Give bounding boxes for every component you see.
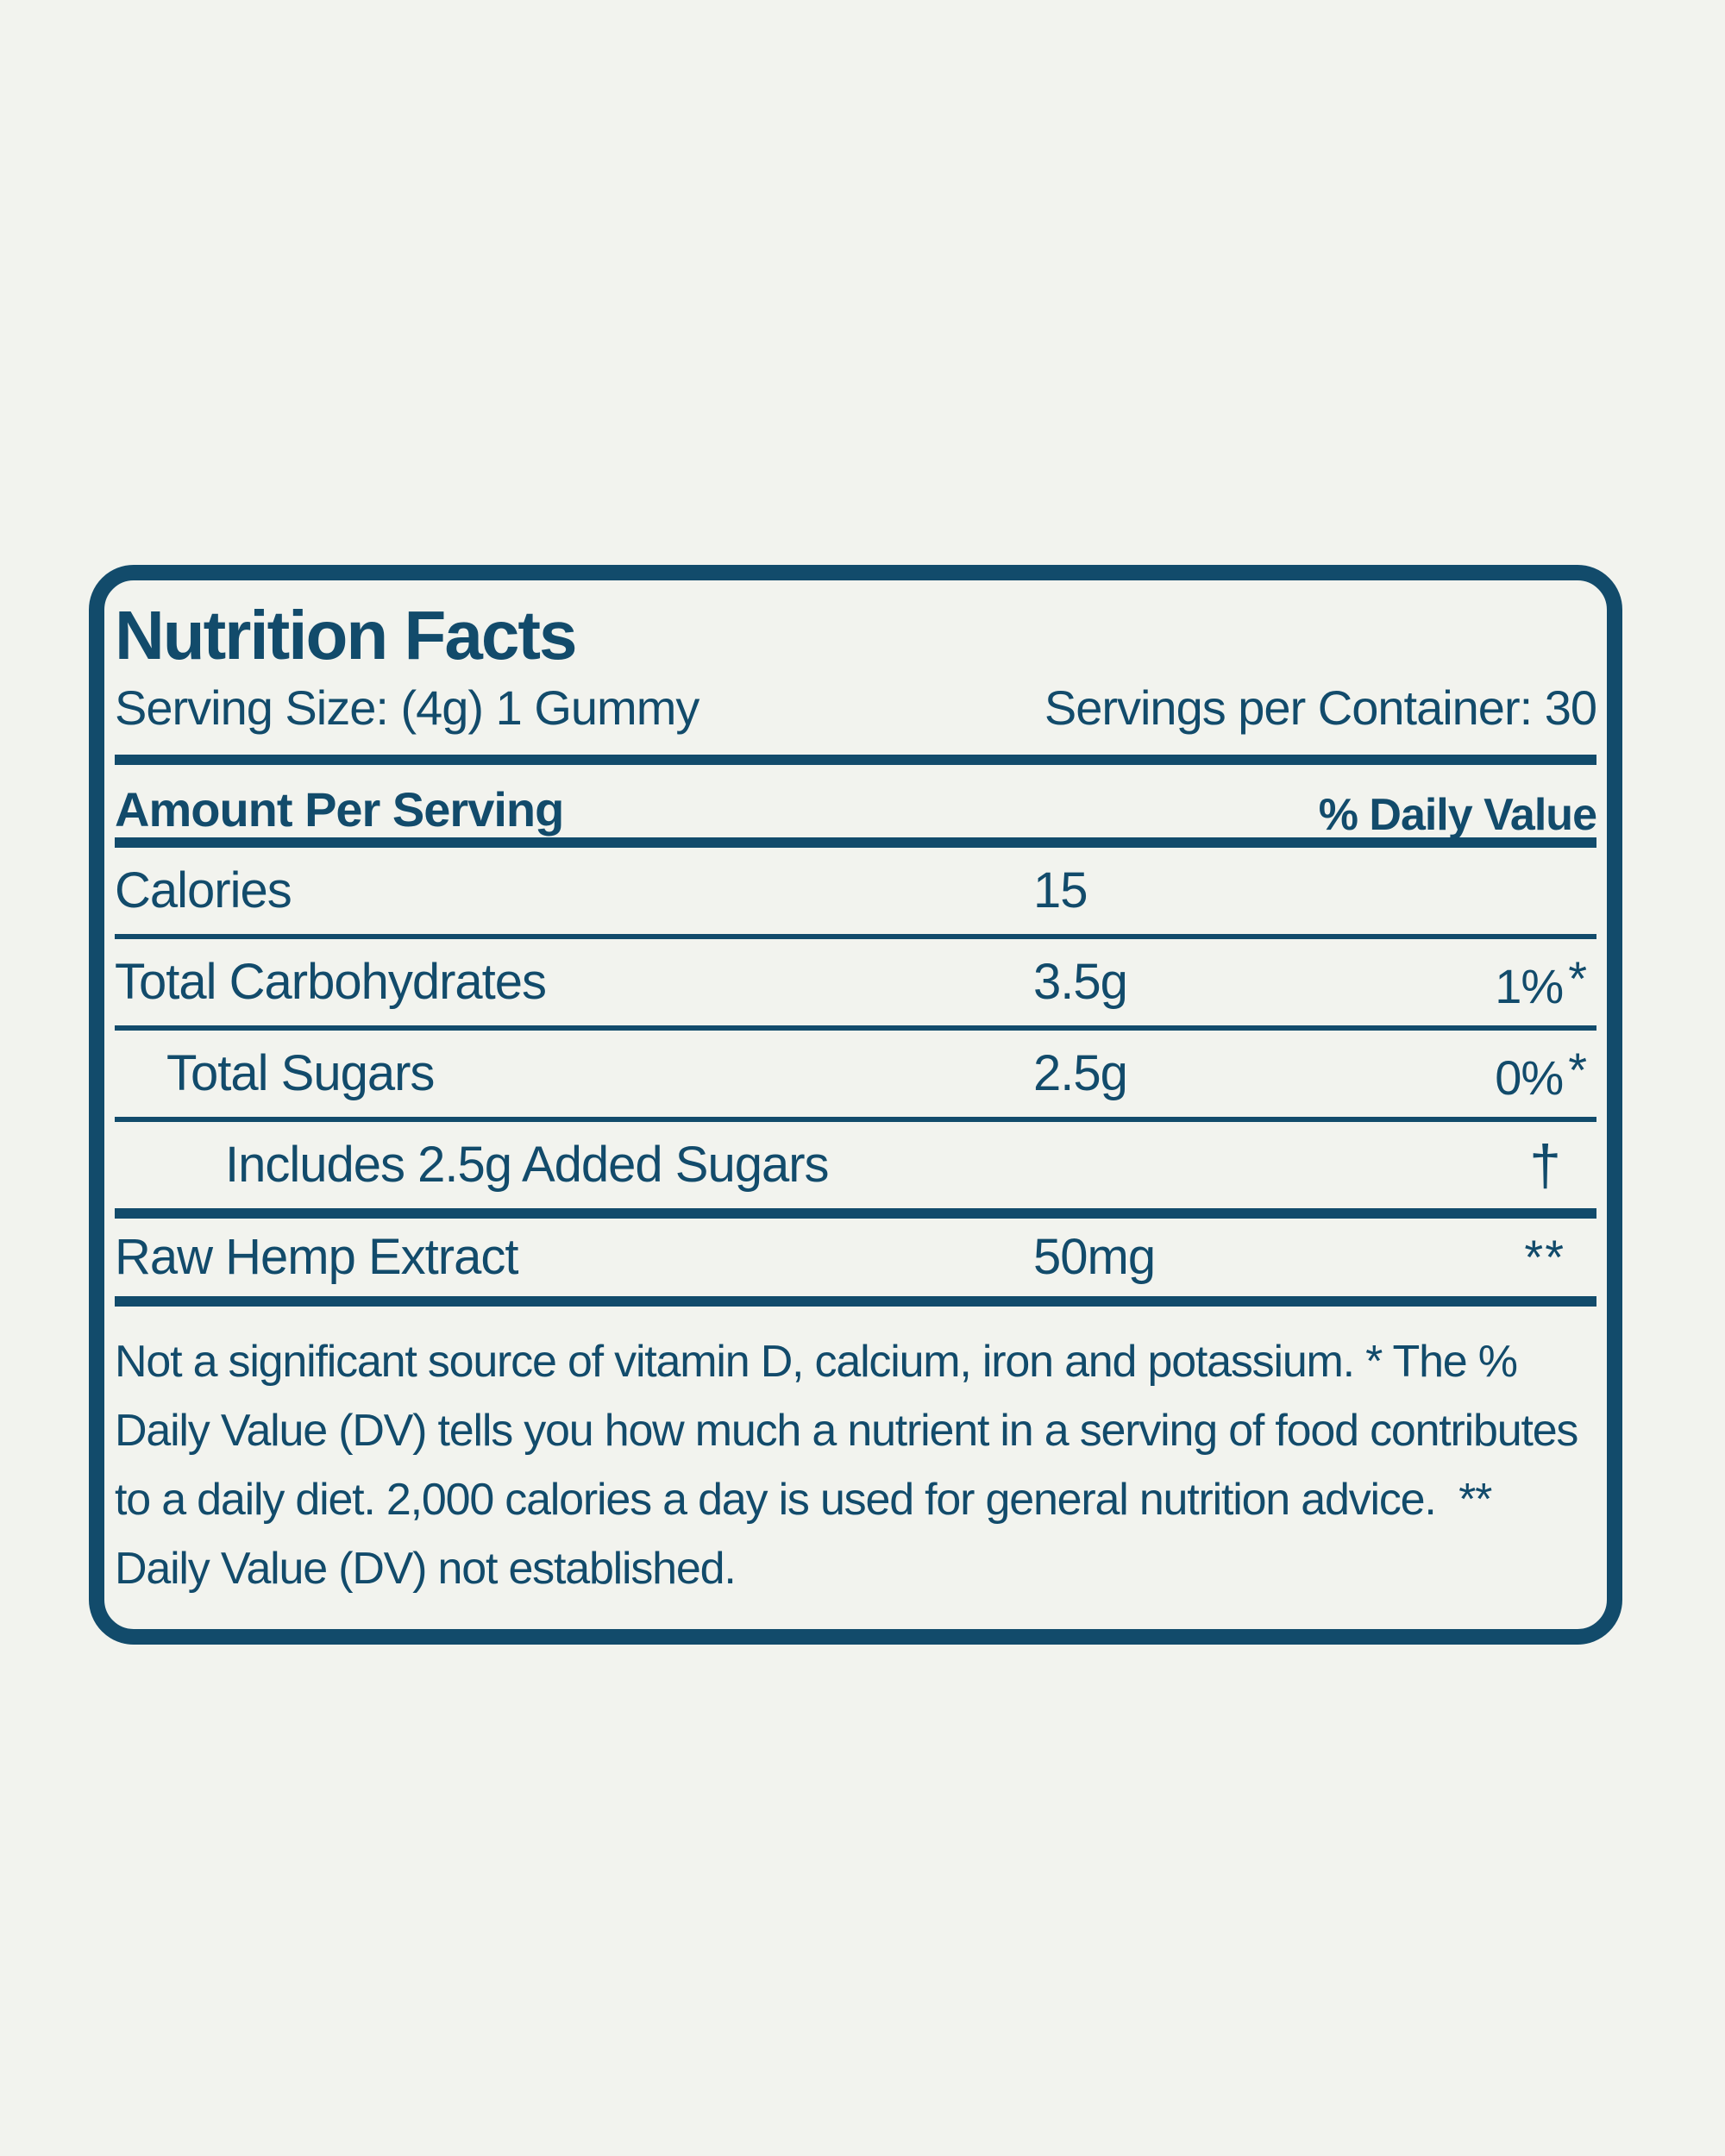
dagger-mark: † — [1529, 1133, 1561, 1197]
nutrient-row-total-sugars: Total Sugars 2.5g 0% * — [115, 1031, 1596, 1117]
divider-thick-2 — [115, 1296, 1596, 1307]
nutrition-facts-label: Nutrition Facts Serving Size: (4g) 1 Gum… — [89, 565, 1622, 1645]
nutrient-daily-value: † — [1529, 1137, 1596, 1194]
amount-per-serving-header: Amount Per Serving — [115, 782, 564, 837]
nutrient-name: Total Carbohydrates — [115, 954, 547, 1010]
nutrient-name: Total Sugars — [166, 1045, 435, 1101]
serving-info-row: Serving Size: (4g) 1 Gummy Servings per … — [115, 680, 1597, 735]
nutrient-amount: 15 — [1033, 862, 1088, 918]
nutrient-daily-value: 1% * — [1495, 950, 1587, 1013]
nutrient-row-added-sugars: Includes 2.5g Added Sugars † — [115, 1122, 1596, 1208]
nutrient-name: Raw Hemp Extract — [115, 1229, 518, 1285]
divider-thick-header — [115, 837, 1596, 848]
nutrient-amount: 3.5g — [1033, 954, 1128, 1010]
column-header-row: Amount Per Serving % Daily Value — [115, 765, 1597, 840]
nutrient-amount: 2.5g — [1033, 1045, 1128, 1101]
nutrient-row-calories: Calories 15 — [115, 848, 1596, 934]
daily-value-header: % Daily Value — [1318, 790, 1597, 840]
nutrient-name: Calories — [115, 862, 292, 918]
serving-size: Serving Size: (4g) 1 Gummy — [115, 680, 699, 735]
divider-thick-top — [115, 755, 1596, 765]
nutrient-daily-value: 0% * — [1495, 1042, 1587, 1105]
double-asterisk-mark: ** — [1524, 1230, 1565, 1284]
nutrient-amount: 50mg — [1033, 1229, 1156, 1285]
nutrient-row-raw-hemp-extract: Raw Hemp Extract 50mg ** — [115, 1219, 1596, 1296]
footnote-mark: * — [1568, 950, 1587, 1006]
footnote-text: Not a significant source of vitamin D, c… — [115, 1337, 1578, 1594]
divider-thin-2 — [115, 1025, 1596, 1031]
label-title: Nutrition Facts — [115, 597, 577, 674]
servings-per-container: Servings per Container: 30 — [1044, 680, 1597, 735]
nutrient-name: Includes 2.5g Added Sugars — [225, 1137, 830, 1193]
footnote-mark: * — [1568, 1042, 1587, 1097]
divider-thick-1 — [115, 1208, 1596, 1219]
nutrient-row-total-carbohydrates: Total Carbohydrates 3.5g 1% * — [115, 939, 1596, 1025]
divider-thin-3 — [115, 1117, 1596, 1122]
divider-thin-1 — [115, 934, 1596, 939]
nutrient-daily-value: ** — [1524, 1233, 1596, 1282]
